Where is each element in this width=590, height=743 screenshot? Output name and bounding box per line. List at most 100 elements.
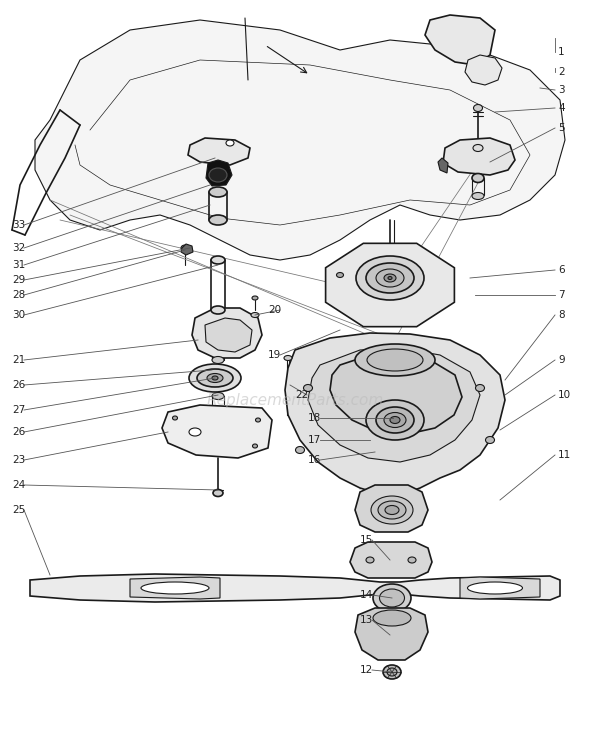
Ellipse shape xyxy=(384,274,396,282)
Ellipse shape xyxy=(212,392,224,400)
Text: 4: 4 xyxy=(558,103,565,113)
Ellipse shape xyxy=(376,407,414,433)
Ellipse shape xyxy=(383,665,401,679)
Ellipse shape xyxy=(284,355,292,360)
Ellipse shape xyxy=(211,256,225,264)
Ellipse shape xyxy=(473,144,483,152)
Ellipse shape xyxy=(387,668,397,676)
Ellipse shape xyxy=(189,428,201,436)
Polygon shape xyxy=(330,353,462,434)
Ellipse shape xyxy=(189,364,241,392)
Text: 17: 17 xyxy=(308,435,321,445)
Ellipse shape xyxy=(390,417,400,424)
Ellipse shape xyxy=(197,369,233,387)
Polygon shape xyxy=(181,244,193,255)
Ellipse shape xyxy=(376,269,404,287)
Text: 6: 6 xyxy=(558,265,565,275)
Polygon shape xyxy=(192,308,262,358)
Ellipse shape xyxy=(336,273,343,277)
Text: 8: 8 xyxy=(558,310,565,320)
Polygon shape xyxy=(460,577,540,599)
Ellipse shape xyxy=(486,436,494,444)
Ellipse shape xyxy=(373,584,411,612)
Ellipse shape xyxy=(373,610,411,626)
Ellipse shape xyxy=(226,140,234,146)
Text: 15: 15 xyxy=(360,535,373,545)
Ellipse shape xyxy=(356,256,424,300)
Polygon shape xyxy=(465,55,502,85)
Ellipse shape xyxy=(366,400,424,440)
Polygon shape xyxy=(130,577,220,599)
Polygon shape xyxy=(30,574,560,602)
Text: 29: 29 xyxy=(12,275,25,285)
Text: 33: 33 xyxy=(12,220,25,230)
Polygon shape xyxy=(35,20,565,260)
Ellipse shape xyxy=(408,557,416,563)
Ellipse shape xyxy=(209,215,227,225)
Polygon shape xyxy=(350,542,432,578)
Text: 25: 25 xyxy=(12,505,25,515)
Text: 23: 23 xyxy=(12,455,25,465)
Text: 22: 22 xyxy=(295,390,308,400)
Ellipse shape xyxy=(388,276,392,279)
Text: 20: 20 xyxy=(268,305,281,315)
Text: 18: 18 xyxy=(308,413,321,423)
Ellipse shape xyxy=(366,557,374,563)
Text: 32: 32 xyxy=(12,243,25,253)
Text: 9: 9 xyxy=(558,355,565,365)
Ellipse shape xyxy=(472,192,484,200)
Text: 16: 16 xyxy=(308,455,321,465)
Ellipse shape xyxy=(296,447,304,453)
Ellipse shape xyxy=(211,306,225,314)
Text: 2: 2 xyxy=(558,67,565,77)
Text: 26: 26 xyxy=(12,380,25,390)
Ellipse shape xyxy=(141,582,209,594)
Ellipse shape xyxy=(472,174,484,183)
Polygon shape xyxy=(285,333,505,495)
Ellipse shape xyxy=(252,296,258,300)
Ellipse shape xyxy=(172,416,178,420)
Text: 28: 28 xyxy=(12,290,25,300)
Polygon shape xyxy=(438,158,448,173)
Polygon shape xyxy=(162,405,272,458)
Text: 13: 13 xyxy=(360,615,373,625)
Polygon shape xyxy=(205,318,252,352)
Ellipse shape xyxy=(253,444,257,448)
Text: 24: 24 xyxy=(12,480,25,490)
Text: 3: 3 xyxy=(558,85,565,95)
Ellipse shape xyxy=(303,384,313,392)
Ellipse shape xyxy=(467,582,523,594)
Ellipse shape xyxy=(474,105,483,111)
Text: 21: 21 xyxy=(12,355,25,365)
Text: ReplacementParts.com: ReplacementParts.com xyxy=(206,392,384,407)
Ellipse shape xyxy=(209,168,227,182)
Ellipse shape xyxy=(209,187,227,197)
Ellipse shape xyxy=(384,412,406,427)
Ellipse shape xyxy=(255,418,261,422)
Ellipse shape xyxy=(212,357,224,363)
Polygon shape xyxy=(206,160,232,186)
Ellipse shape xyxy=(212,376,218,380)
Ellipse shape xyxy=(367,349,423,371)
Ellipse shape xyxy=(476,384,484,392)
Ellipse shape xyxy=(181,245,189,251)
Ellipse shape xyxy=(385,505,399,514)
Text: 10: 10 xyxy=(558,390,571,400)
Polygon shape xyxy=(326,244,454,327)
Ellipse shape xyxy=(207,374,223,383)
Ellipse shape xyxy=(355,344,435,376)
Text: 11: 11 xyxy=(558,450,571,460)
Text: 1: 1 xyxy=(558,47,565,57)
Polygon shape xyxy=(425,15,495,65)
Polygon shape xyxy=(355,485,428,532)
Text: 26: 26 xyxy=(12,427,25,437)
Text: 19: 19 xyxy=(268,350,281,360)
Ellipse shape xyxy=(371,496,413,524)
Polygon shape xyxy=(308,348,480,462)
Ellipse shape xyxy=(251,313,259,317)
Text: 31: 31 xyxy=(12,260,25,270)
Polygon shape xyxy=(443,138,515,175)
Ellipse shape xyxy=(213,490,223,496)
Polygon shape xyxy=(355,608,428,660)
Text: 7: 7 xyxy=(558,290,565,300)
